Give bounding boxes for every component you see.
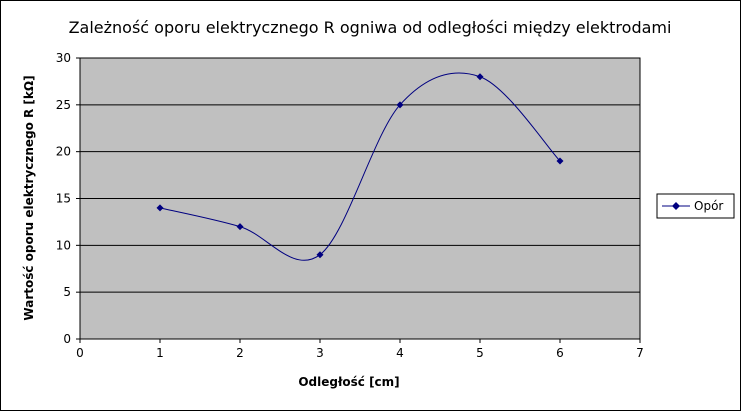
y-axis-title: Wartość oporu elektrycznego R [kΩ] xyxy=(22,75,36,320)
data-point xyxy=(476,73,484,81)
x-tick-label: 2 xyxy=(236,346,244,360)
data-point xyxy=(556,157,564,165)
y-tick-label: 10 xyxy=(56,238,71,252)
x-tick-label: 7 xyxy=(636,346,644,360)
y-tick-label: 0 xyxy=(63,332,71,346)
legend-label: Opór xyxy=(694,199,723,213)
gridlines xyxy=(80,104,640,293)
x-tick-label: 0 xyxy=(76,346,84,360)
x-tick-label: 1 xyxy=(156,346,164,360)
chart-title: Zależność oporu elektrycznego R ogniwa o… xyxy=(69,18,672,37)
y-tick-label: 15 xyxy=(56,192,71,206)
x-tick-label: 4 xyxy=(396,346,404,360)
data-point xyxy=(236,223,244,231)
legend-marker xyxy=(672,202,680,210)
y-tick-label: 30 xyxy=(56,51,71,65)
legend: Opór xyxy=(656,193,735,219)
y-tick-label: 25 xyxy=(56,98,71,112)
x-tick-label: 3 xyxy=(316,346,324,360)
x-tick-label: 5 xyxy=(476,346,484,360)
y-axis-ticks: 0 5 10 15 20 25 30 xyxy=(56,51,80,346)
data-point xyxy=(396,101,404,109)
data-point xyxy=(316,251,324,259)
x-axis-title: Odległość [cm] xyxy=(298,375,399,389)
x-tick-label: 6 xyxy=(556,346,564,360)
data-point xyxy=(156,204,164,212)
series-layer xyxy=(156,72,564,261)
y-tick-label: 5 xyxy=(63,285,71,299)
x-axis-ticks: 0 1 2 3 4 5 6 7 xyxy=(76,339,644,360)
y-tick-label: 20 xyxy=(56,145,71,159)
